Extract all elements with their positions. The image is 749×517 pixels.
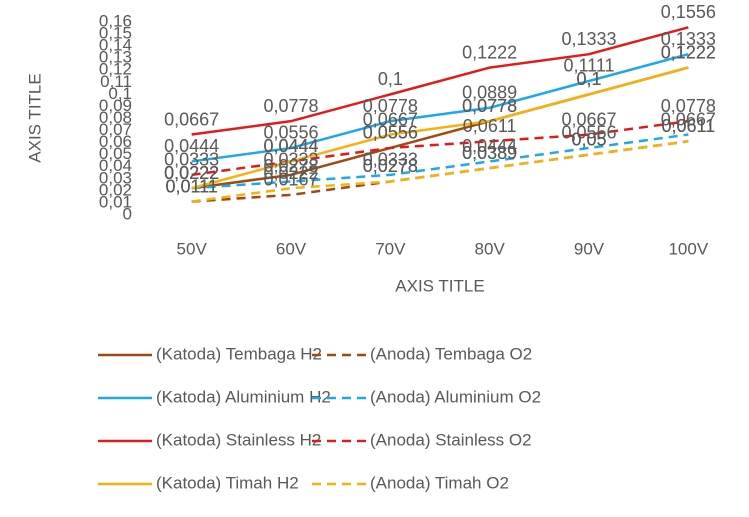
y-tick-label: 0,03 xyxy=(99,168,132,187)
data-label: 0,0444 xyxy=(164,136,219,156)
x-tick-label: 100V xyxy=(668,239,708,258)
data-label: 0,1333 xyxy=(661,29,716,49)
data-label: 0,0111 xyxy=(165,176,217,196)
y-tick-label: 0,1 xyxy=(108,84,132,103)
y-tick-label: 0 xyxy=(123,204,132,223)
y-tick-label: 0,06 xyxy=(99,132,132,151)
data-label: 0,0389 xyxy=(462,143,517,163)
y-tick-label: 0,12 xyxy=(99,60,132,79)
data-label: 0,0389 xyxy=(462,143,517,163)
data-label: 0,0611 xyxy=(661,116,715,136)
x-tick-label: 90V xyxy=(574,239,605,258)
y-tick-label: 0,09 xyxy=(99,96,132,115)
data-label: 0,0278 xyxy=(363,156,418,176)
y-tick-label: 0,11 xyxy=(100,72,132,91)
data-label: 0,0444 xyxy=(462,136,517,156)
data-label: 0,0167 xyxy=(263,170,318,190)
data-label: 0,1333 xyxy=(561,29,616,49)
y-tick-label: 0,02 xyxy=(99,180,132,199)
data-label: 0,0667 xyxy=(363,109,418,129)
y-axis-title: AXIS TITLE xyxy=(25,73,44,162)
x-tick-label: 50V xyxy=(177,239,208,258)
data-label: 0,0556 xyxy=(363,123,418,143)
data-label: 0,0278 xyxy=(263,156,318,176)
data-label: 0,0889 xyxy=(462,83,517,103)
data-label: 0,0778 xyxy=(661,96,716,116)
data-label: 0,0556 xyxy=(363,123,418,143)
x-tick-label: 70V xyxy=(375,239,406,258)
data-label: 0,0667 xyxy=(164,109,219,129)
data-label: 0,0444 xyxy=(263,136,318,156)
data-label: 0,0222 xyxy=(263,163,318,183)
data-label: 0,1222 xyxy=(661,42,716,62)
data-label: 0,0667 xyxy=(661,109,716,129)
legend-label: (Katoda) Aluminium H2 xyxy=(156,387,331,406)
legend-label: (Anoda) Aluminium O2 xyxy=(370,387,541,406)
data-label: 0,1111 xyxy=(563,56,614,76)
data-label: 0,0222 xyxy=(164,163,219,183)
y-tick-label: 0,16 xyxy=(99,11,132,30)
y-tick-label: 0,14 xyxy=(99,36,132,55)
data-label: 0,1 xyxy=(576,69,601,89)
data-label: 0,0667 xyxy=(561,109,616,129)
x-tick-label: 80V xyxy=(475,239,506,258)
y-tick-label: 0,04 xyxy=(99,156,132,175)
legend-label: (Katoda) Tembaga H2 xyxy=(156,344,322,363)
series-line xyxy=(191,140,689,203)
data-label: 0,0333 xyxy=(164,150,219,170)
data-label: 0,0111 xyxy=(165,176,217,196)
data-label: 0,0778 xyxy=(462,96,517,116)
series-line xyxy=(191,52,689,163)
data-label: 0,0333 xyxy=(363,150,418,170)
y-tick-label: 0,13 xyxy=(99,48,132,67)
data-label: 0,0222 xyxy=(164,163,219,183)
data-label: 0,0444 xyxy=(263,136,318,156)
y-tick-label: 0,07 xyxy=(99,120,132,139)
legend-label: (Anoda) Tembaga O2 xyxy=(370,344,532,363)
legend-label: (Anoda) Timah O2 xyxy=(370,473,509,492)
series-line xyxy=(191,140,689,203)
data-label: 0,1222 xyxy=(462,42,517,62)
legend-label: (Katoda) Stainless H2 xyxy=(156,430,321,449)
x-tick-label: 60V xyxy=(276,239,307,258)
data-label: 0,05 xyxy=(571,129,606,149)
y-tick-label: 0,05 xyxy=(99,144,132,163)
data-label: 0,0333 xyxy=(263,150,318,170)
data-label: 0,1556 xyxy=(661,2,716,22)
data-label: 0,0778 xyxy=(263,96,318,116)
y-tick-label: 0,08 xyxy=(99,108,132,127)
x-axis-title: AXIS TITLE xyxy=(395,276,484,295)
series-line xyxy=(191,66,689,190)
data-label: 0,0556 xyxy=(561,123,616,143)
data-label: 0,0611 xyxy=(463,116,517,136)
data-label: 0,0611 xyxy=(661,116,715,136)
y-tick-label: 0,15 xyxy=(99,24,132,43)
series-line xyxy=(191,26,689,136)
data-label: 0,1222 xyxy=(661,42,716,62)
y-tick-label: 0,01 xyxy=(99,192,132,211)
legend-label: (Anoda) Stainless O2 xyxy=(370,430,532,449)
data-label: 0,1 xyxy=(576,69,601,89)
data-label: 0,0222 xyxy=(164,163,219,183)
data-label: 0,0778 xyxy=(462,96,517,116)
legend-label: (Katoda) Timah H2 xyxy=(156,473,299,492)
series-line xyxy=(191,119,689,177)
data-label: 0,0778 xyxy=(363,96,418,116)
data-label: 0,0278 xyxy=(363,156,418,176)
data-label: 0,05 xyxy=(571,129,606,149)
data-label: 0,0556 xyxy=(263,123,318,143)
series-line xyxy=(191,133,689,190)
data-label: 0,1 xyxy=(378,69,403,89)
